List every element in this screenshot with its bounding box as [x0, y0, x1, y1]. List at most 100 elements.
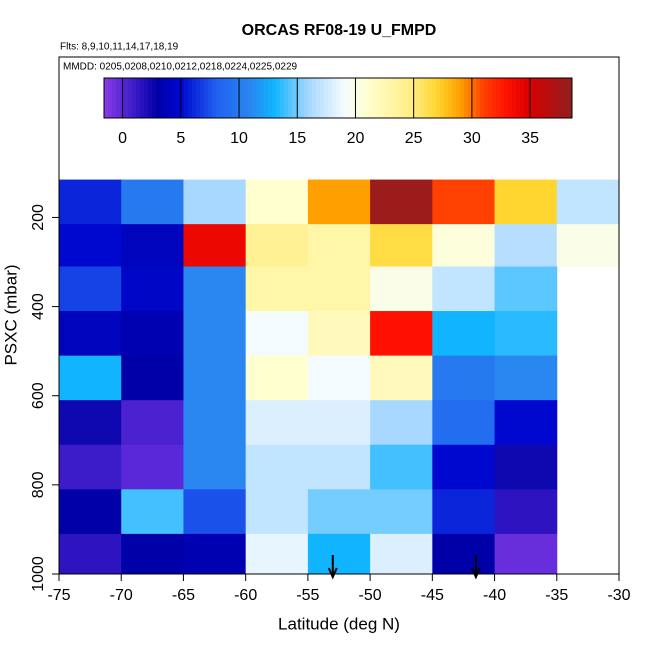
heat-cell	[245, 311, 309, 357]
colorbar-segment	[540, 78, 545, 118]
colorbar-segment	[160, 78, 165, 118]
colorbar-segment	[532, 78, 537, 118]
heat-cell	[370, 179, 433, 225]
colorbar-segment	[444, 78, 449, 118]
colorbar-segment	[368, 78, 373, 118]
colorbar-segment	[556, 78, 561, 118]
x-tick-label: -50	[359, 587, 382, 604]
y-tick-label: 800	[30, 471, 47, 498]
heat-cell	[556, 179, 620, 225]
heat-cell	[432, 444, 496, 490]
heat-cell	[59, 489, 122, 535]
colorbar-segment	[264, 78, 269, 118]
colorbar-segment	[144, 78, 149, 118]
colorbar-segment	[520, 78, 525, 118]
colorbar-segment	[332, 78, 337, 118]
heat-cell	[59, 355, 122, 401]
colorbar-segment	[548, 78, 553, 118]
colorbar-segment	[268, 78, 273, 118]
colorbar-segment	[480, 78, 485, 118]
colorbar-segment	[436, 78, 441, 118]
heat-cell	[121, 224, 184, 267]
heat-cell	[494, 179, 558, 225]
heat-cell	[245, 489, 309, 535]
colorbar-segment	[356, 78, 361, 118]
heat-cell	[432, 179, 496, 225]
x-tick-label: -65	[172, 587, 195, 604]
heat-cell	[370, 533, 433, 575]
colorbar-segment	[456, 78, 461, 118]
colorbar-tick-label: 10	[230, 130, 248, 147]
heat-cell	[59, 311, 122, 357]
x-tick-label: -40	[483, 587, 506, 604]
colorbar-segment	[228, 78, 233, 118]
colorbar-tick-label: 5	[176, 130, 185, 147]
heat-cell	[121, 533, 184, 575]
heat-cell	[370, 224, 433, 267]
x-tick-label: -45	[421, 587, 444, 604]
heat-cell	[59, 533, 122, 575]
colorbar-segment	[164, 78, 169, 118]
heat-cell	[370, 266, 433, 312]
heat-cell	[59, 444, 122, 490]
colorbar-segment	[240, 78, 245, 118]
colorbar-segment	[316, 78, 321, 118]
colorbar-segment	[408, 78, 413, 118]
colorbar-segment	[300, 78, 305, 118]
colorbar-segment	[536, 78, 541, 118]
colorbar-segment	[568, 78, 573, 118]
colorbar-segment	[336, 78, 341, 118]
heat-cell	[183, 224, 247, 267]
colorbar-segment	[388, 78, 393, 118]
heat-cell	[245, 355, 309, 401]
colorbar-segment	[376, 78, 381, 118]
colorbar-segment	[460, 78, 465, 118]
colorbar-segment	[560, 78, 565, 118]
colorbar-segment	[192, 78, 197, 118]
colorbar-segment	[232, 78, 237, 118]
colorbar-segment	[172, 78, 177, 118]
colorbar-segment	[380, 78, 385, 118]
heat-cell	[183, 444, 247, 490]
heat-cell	[121, 179, 184, 225]
colorbar-segment	[136, 78, 141, 118]
colorbar-segment	[360, 78, 365, 118]
colorbar-segment	[552, 78, 557, 118]
colorbar-segment	[440, 78, 445, 118]
x-tick-label: -35	[545, 587, 568, 604]
colorbar-segment	[132, 78, 137, 118]
colorbar-segment	[468, 78, 473, 118]
y-axis-title: PSXC (mbar)	[1, 264, 20, 365]
y-tick-label: 400	[30, 293, 47, 320]
colorbar-segment	[180, 78, 185, 118]
heat-cell	[432, 266, 496, 312]
heat-cell	[59, 266, 122, 312]
colorbar-segment	[156, 78, 161, 118]
heat-cell	[183, 400, 247, 446]
colorbar-segment	[284, 78, 289, 118]
colorbar-segment	[292, 78, 297, 118]
colorbar-segment	[152, 78, 157, 118]
colorbar-segment	[176, 78, 181, 118]
heat-cell	[432, 400, 496, 446]
heat-cell	[307, 311, 371, 357]
colorbar-segment	[512, 78, 517, 118]
heat-cell	[307, 489, 371, 535]
colorbar-segment	[288, 78, 293, 118]
heat-cell	[494, 355, 558, 401]
heat-cell	[183, 533, 247, 575]
colorbar-segment	[412, 78, 417, 118]
colorbar-segment	[236, 78, 241, 118]
colorbar-segment	[324, 78, 329, 118]
colorbar-segment	[508, 78, 513, 118]
colorbar-segment	[492, 78, 497, 118]
heat-cell	[183, 355, 247, 401]
colorbar-segment	[476, 78, 481, 118]
colorbar-segment	[372, 78, 377, 118]
heat-cell	[307, 444, 371, 490]
heat-cell	[494, 444, 558, 490]
x-axis-title: Latitude (deg N)	[278, 614, 400, 633]
colorbar-segment	[392, 78, 397, 118]
colorbar-segment	[276, 78, 281, 118]
x-tick-label: -75	[47, 587, 70, 604]
